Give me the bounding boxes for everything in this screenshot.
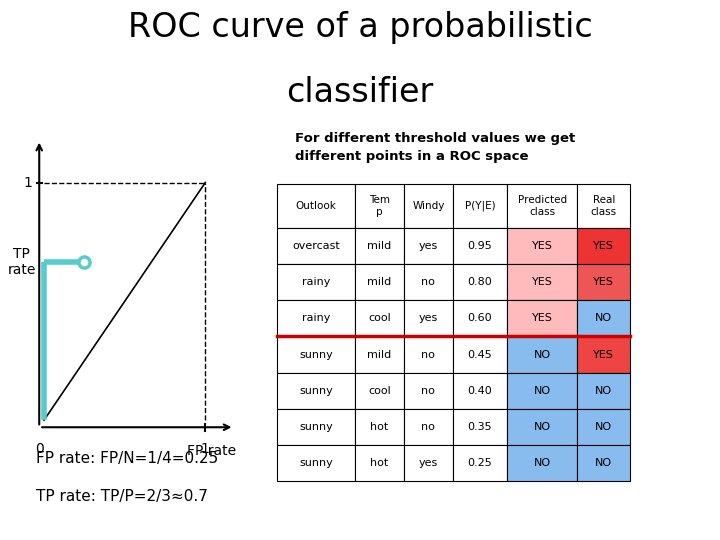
Text: 1: 1 bbox=[201, 442, 210, 456]
Text: mild: mild bbox=[367, 241, 392, 251]
Text: classifier: classifier bbox=[287, 76, 433, 109]
Text: FP rate: FP rate bbox=[187, 444, 236, 458]
Text: NO: NO bbox=[534, 458, 551, 468]
Text: sunny: sunny bbox=[300, 458, 333, 468]
Text: yes: yes bbox=[419, 458, 438, 468]
Text: For different threshold values we get
different points in a ROC space: For different threshold values we get di… bbox=[295, 132, 575, 163]
Text: NO: NO bbox=[595, 386, 612, 396]
Text: no: no bbox=[421, 277, 436, 287]
Text: TP
rate: TP rate bbox=[7, 247, 36, 276]
Text: yes: yes bbox=[419, 313, 438, 323]
Text: YES: YES bbox=[593, 277, 614, 287]
Text: Outlook: Outlook bbox=[296, 201, 336, 211]
Text: sunny: sunny bbox=[300, 386, 333, 396]
Text: Windy: Windy bbox=[413, 201, 444, 211]
Text: YES: YES bbox=[532, 277, 552, 287]
Text: YES: YES bbox=[532, 313, 552, 323]
Text: no: no bbox=[421, 349, 436, 360]
Text: rainy: rainy bbox=[302, 277, 330, 287]
Text: NO: NO bbox=[534, 386, 551, 396]
Text: NO: NO bbox=[595, 313, 612, 323]
Text: yes: yes bbox=[419, 241, 438, 251]
Text: Tem
p: Tem p bbox=[369, 195, 390, 217]
Text: hot: hot bbox=[370, 422, 389, 432]
Text: mild: mild bbox=[367, 349, 392, 360]
Text: hot: hot bbox=[370, 458, 389, 468]
Text: YES: YES bbox=[593, 241, 614, 251]
Text: rainy: rainy bbox=[302, 313, 330, 323]
Text: 0.60: 0.60 bbox=[467, 313, 492, 323]
Text: no: no bbox=[421, 386, 436, 396]
Text: NO: NO bbox=[534, 349, 551, 360]
Text: overcast: overcast bbox=[292, 241, 340, 251]
Text: cool: cool bbox=[368, 386, 391, 396]
Text: NO: NO bbox=[595, 422, 612, 432]
Text: ROC curve of a probabilistic: ROC curve of a probabilistic bbox=[127, 11, 593, 44]
Text: NO: NO bbox=[595, 458, 612, 468]
Text: YES: YES bbox=[532, 241, 552, 251]
Text: 0.80: 0.80 bbox=[467, 277, 492, 287]
Text: mild: mild bbox=[367, 277, 392, 287]
Text: 0.40: 0.40 bbox=[467, 386, 492, 396]
Text: 0.45: 0.45 bbox=[467, 349, 492, 360]
Text: sunny: sunny bbox=[300, 349, 333, 360]
Text: 0: 0 bbox=[35, 442, 44, 456]
Text: Predicted
class: Predicted class bbox=[518, 195, 567, 217]
Text: Real
class: Real class bbox=[590, 195, 617, 217]
Text: 0.95: 0.95 bbox=[467, 241, 492, 251]
Text: 1: 1 bbox=[24, 176, 33, 190]
Text: FP rate: FP/N=1/4=0.25: FP rate: FP/N=1/4=0.25 bbox=[36, 451, 218, 466]
Text: 0.35: 0.35 bbox=[467, 422, 492, 432]
Text: YES: YES bbox=[593, 349, 614, 360]
Text: no: no bbox=[421, 422, 436, 432]
Text: sunny: sunny bbox=[300, 422, 333, 432]
Text: NO: NO bbox=[534, 422, 551, 432]
Text: P(Y|E): P(Y|E) bbox=[464, 200, 495, 211]
Text: cool: cool bbox=[368, 313, 391, 323]
Text: 0.25: 0.25 bbox=[467, 458, 492, 468]
Text: TP rate: TP/P=2/3≈0.7: TP rate: TP/P=2/3≈0.7 bbox=[36, 489, 208, 504]
